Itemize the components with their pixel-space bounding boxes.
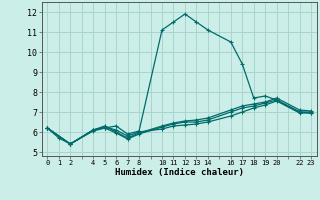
X-axis label: Humidex (Indice chaleur): Humidex (Indice chaleur) <box>115 168 244 177</box>
